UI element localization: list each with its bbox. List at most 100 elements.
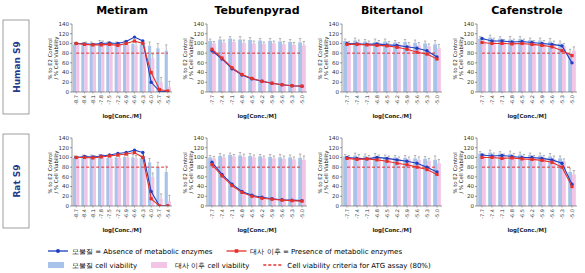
marker	[91, 155, 94, 158]
x-tick-label: -6.5	[249, 95, 255, 105]
error-bar	[299, 154, 301, 158]
bar	[532, 157, 536, 206]
y-tick-label: 20	[332, 79, 339, 85]
x-tick-label: -5.6	[549, 95, 555, 105]
bar	[242, 157, 246, 206]
marker	[520, 42, 523, 45]
bar	[488, 38, 492, 92]
bar	[397, 44, 401, 92]
y-axis-label: % to E2 Control / % Cell Viability	[317, 151, 330, 194]
legend-swatch	[48, 262, 64, 268]
marks	[478, 35, 576, 92]
bar	[347, 157, 351, 206]
x-tick-label: -7.4	[219, 95, 225, 105]
x-axis	[477, 92, 577, 93]
bar	[222, 42, 226, 92]
marker	[345, 42, 348, 45]
line	[482, 39, 572, 63]
error-bar	[368, 41, 370, 43]
x-axis	[207, 92, 307, 93]
marker	[570, 54, 573, 57]
error-bar	[374, 39, 376, 42]
error-bar	[364, 40, 366, 42]
y-tick-label: 60	[332, 60, 339, 66]
x-tick-label: -7.4	[354, 95, 360, 105]
error-bar	[135, 155, 137, 158]
bar	[498, 154, 502, 206]
marker	[385, 44, 388, 47]
bar	[140, 158, 143, 206]
bar	[140, 44, 143, 92]
marker	[415, 162, 418, 165]
marker	[290, 198, 293, 201]
error-bar	[438, 159, 440, 163]
line	[76, 37, 168, 92]
error-bar	[157, 162, 159, 167]
panel: 020406080100120140% to E2 Control / % Ce…	[317, 135, 442, 234]
marker	[415, 47, 418, 50]
bar	[115, 157, 118, 206]
bar	[482, 156, 486, 206]
bar	[552, 159, 556, 206]
bar	[367, 157, 371, 206]
bar	[482, 41, 486, 92]
marker	[550, 45, 553, 48]
bar	[165, 51, 168, 92]
marker	[250, 77, 253, 80]
y-tick-label: 100	[194, 154, 205, 160]
x-tick-label: -7.7	[479, 209, 485, 219]
bar	[353, 41, 357, 92]
x-tick-label: -6.2	[259, 95, 265, 105]
marker	[108, 43, 111, 46]
marker	[395, 162, 398, 165]
y-axis-label-line: / % Cell Viability	[188, 151, 195, 194]
marker	[83, 42, 86, 45]
x-tick-label: -5.6	[279, 95, 285, 105]
bar	[110, 158, 113, 206]
marker	[355, 42, 358, 45]
error-bar	[157, 43, 159, 48]
marker	[158, 88, 161, 91]
error-bar	[223, 40, 225, 42]
marker	[166, 89, 169, 92]
error-bar	[529, 153, 531, 155]
x-axis	[72, 206, 172, 207]
error-bar	[148, 158, 150, 162]
x-tick-label: -5.0	[299, 209, 305, 219]
error-bar	[539, 153, 541, 155]
error-bar	[563, 159, 565, 161]
marker	[74, 156, 77, 159]
marker	[365, 43, 368, 46]
y-tick-label: 20	[197, 79, 204, 85]
y-axis	[207, 24, 208, 92]
line	[76, 41, 168, 91]
marker	[108, 153, 111, 156]
error-bar	[209, 155, 211, 157]
x-tick-label: -5.6	[279, 209, 285, 219]
chart-title: Bitertanol	[361, 4, 423, 17]
error-bar	[229, 37, 231, 39]
marker	[500, 157, 503, 160]
y-axis	[342, 24, 343, 92]
marker	[290, 84, 293, 87]
marker	[540, 44, 543, 47]
error-bar	[283, 41, 285, 44]
bar	[492, 155, 496, 206]
marker	[425, 49, 428, 52]
panel: 020406080100120140% to E2 Control / % Ce…	[47, 135, 172, 234]
y-tick-label: 120	[59, 145, 70, 151]
x-tick-label: -7.1	[229, 209, 235, 219]
x-tick-label: -5.7	[156, 95, 162, 105]
bar	[73, 158, 76, 206]
bar	[135, 45, 138, 92]
legend-swatch	[151, 262, 167, 268]
marker	[345, 157, 348, 160]
y-tick-label: 60	[467, 60, 474, 66]
marker	[99, 154, 102, 157]
x-tick-label: -6.8	[374, 209, 380, 219]
bar	[548, 41, 552, 92]
error-bar	[569, 168, 571, 172]
marks	[343, 153, 441, 206]
y-axis	[342, 138, 343, 206]
y-tick-label: 0	[336, 89, 340, 95]
